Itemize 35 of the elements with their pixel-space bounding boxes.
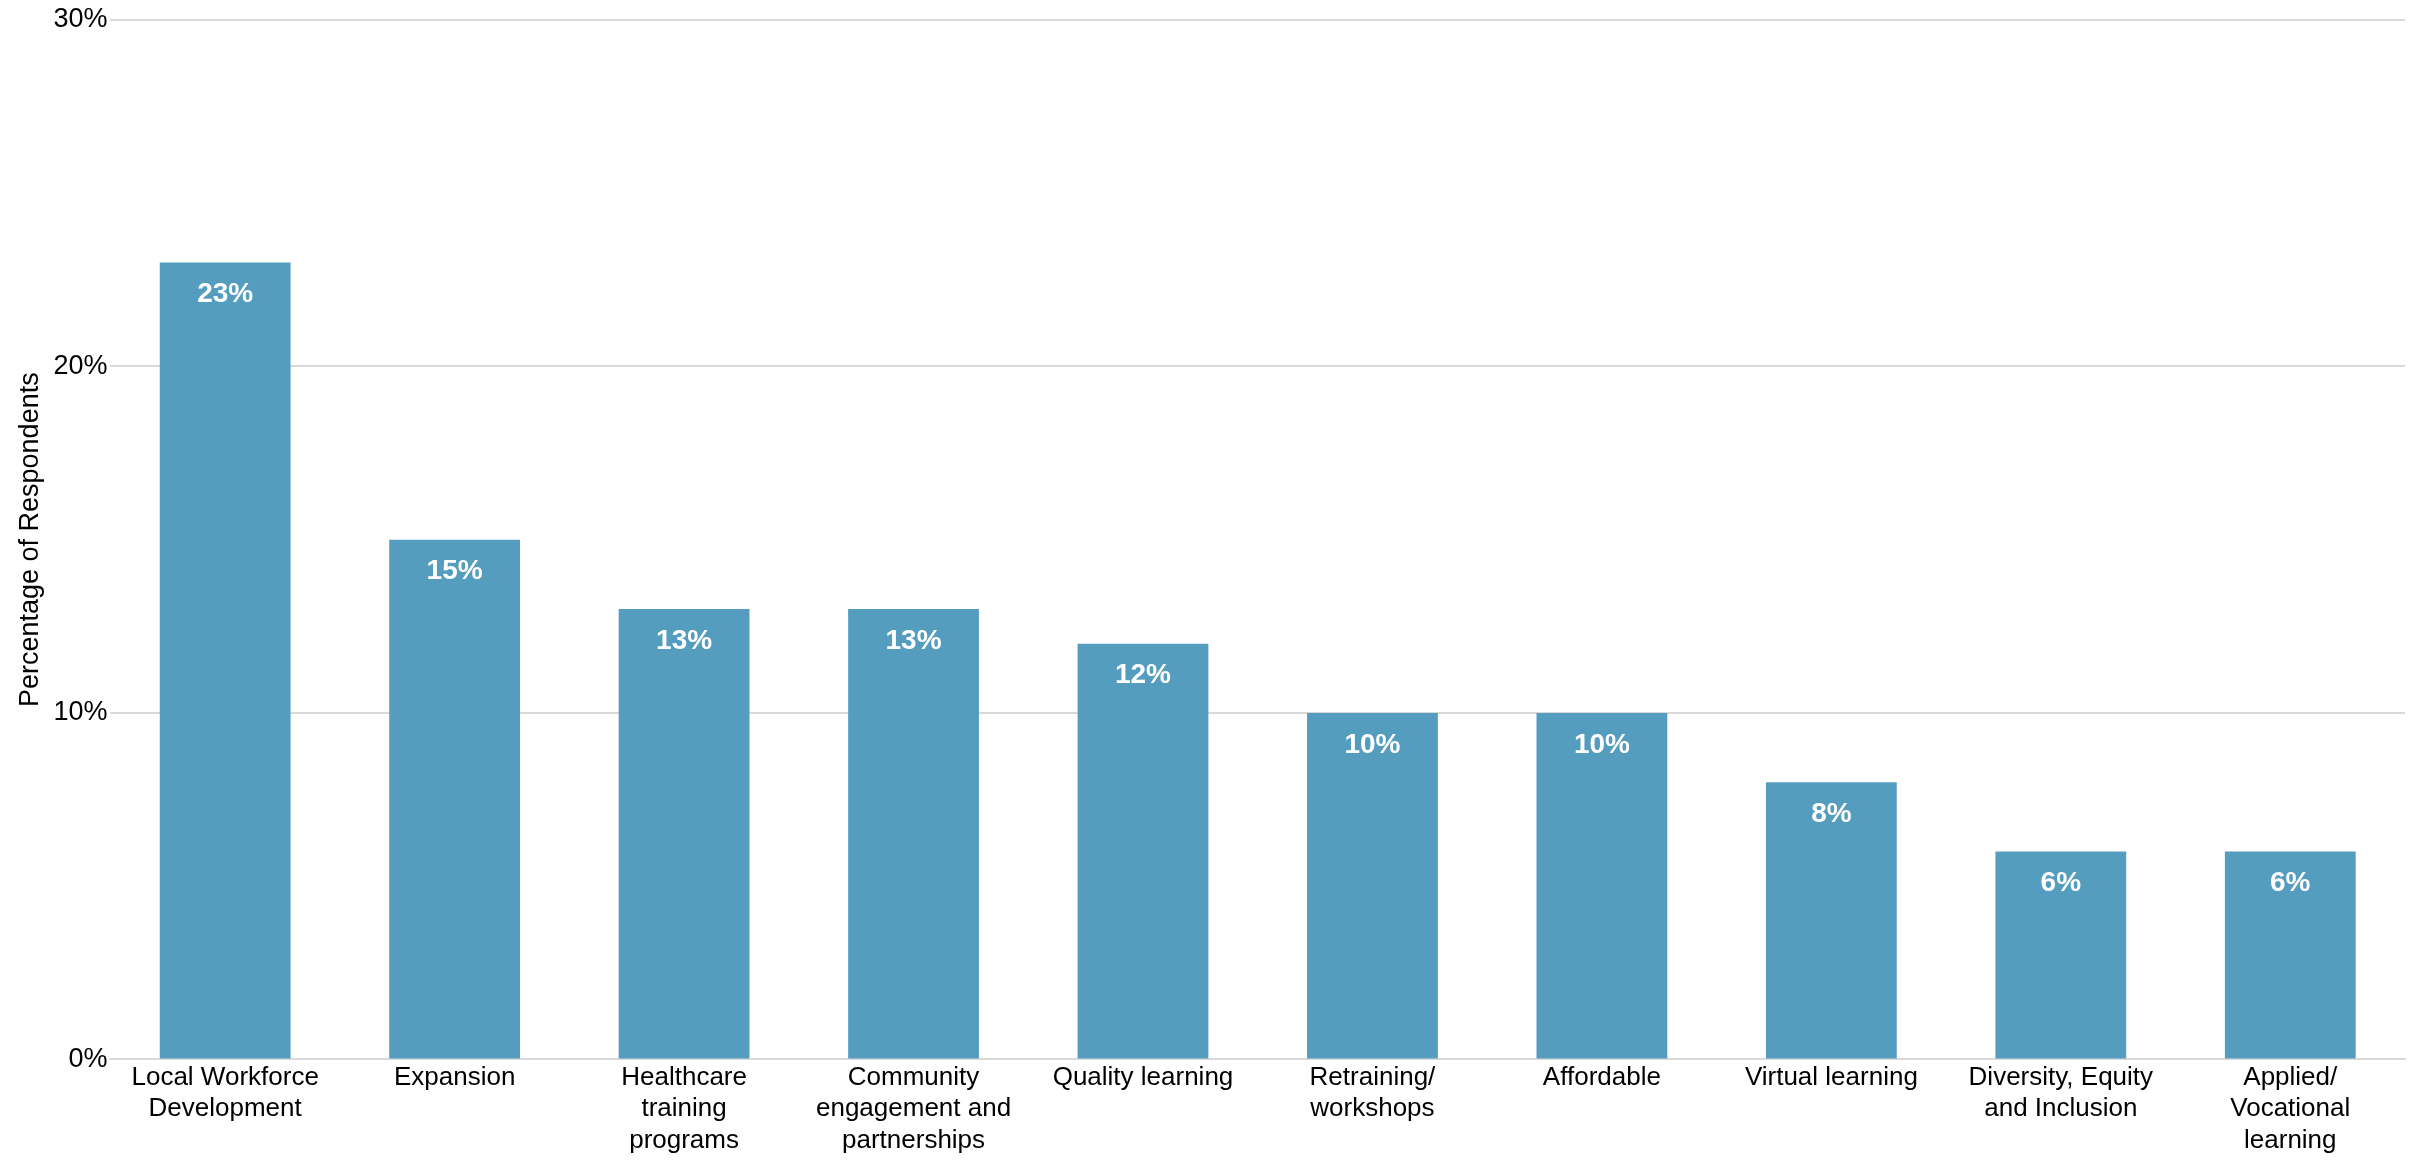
x-tick-label: Affordable [1542,1061,1661,1092]
y-tick-label: 10% [53,696,108,727]
x-tick-label: Local Workforce Development [131,1061,319,1123]
x-tick-label: Virtual learning [1744,1061,1918,1092]
data-label: 6% [2270,866,2311,898]
x-tick-label: Expansion [393,1061,516,1092]
data-label: 6% [2040,866,2082,898]
x-tick-label: Retraining/ workshops [1309,1061,1437,1123]
bar [1995,851,2127,1059]
data-label: 10% [1344,727,1401,759]
data-label: 8% [1811,796,1852,828]
x-tick-label: Healthcare training programs [621,1061,747,1154]
bar [848,608,979,1059]
x-tick-label: Diversity, Equity and Inclusion [1968,1061,2154,1123]
x-tick-label: Quality learning [1052,1061,1234,1092]
bar [1536,712,1668,1059]
bar [1765,782,1897,1059]
bar [1077,643,1209,1059]
bar [389,539,521,1059]
bar [1307,712,1438,1059]
data-label: 13% [656,623,713,655]
y-tick-label: 20% [53,349,108,380]
data-label: 15% [426,554,483,586]
data-label: 12% [1114,658,1172,690]
y-tick-label: 0% [68,1042,108,1073]
bar [2224,851,2356,1059]
bar [159,262,291,1059]
x-tick-label: Community engagement and partnerships [815,1061,1012,1154]
x-tick-label: Applied/ Vocational learning [2230,1061,2351,1154]
bar [618,608,750,1059]
y-tick-label: 30% [53,3,108,34]
y-axis-title: Percentage of Respondents [13,372,44,708]
data-label: 23% [197,277,254,309]
data-label: 10% [1573,727,1631,759]
data-label: 13% [885,623,942,655]
